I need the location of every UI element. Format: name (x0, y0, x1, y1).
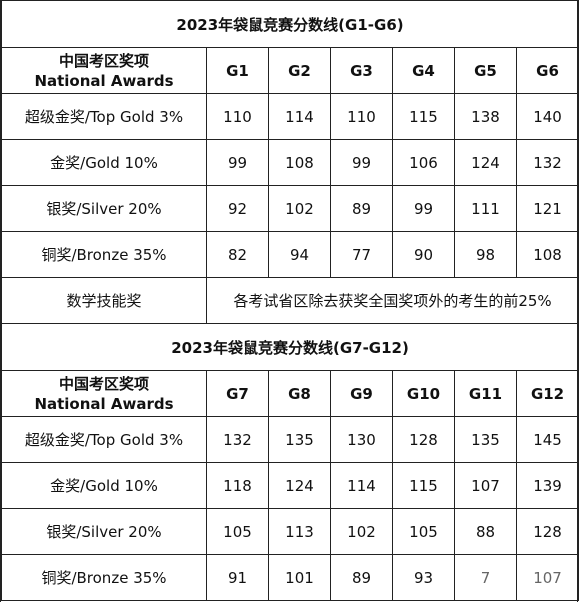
score-cell: 105 (392, 508, 455, 555)
award-label: 铜奖/Bronze 35% (1, 554, 207, 601)
score-cell: 102 (330, 508, 393, 555)
score-cell: 128 (392, 416, 455, 463)
score-cell: 93 (392, 554, 455, 601)
score-cell: 94 (268, 231, 331, 278)
score-cell: 132 (515, 139, 579, 186)
score-cell: 107 (454, 462, 517, 509)
table-row: 银奖/Silver 20% 92 102 89 99 111 121 (1, 185, 579, 232)
awards-header-cn: 中国考区奖项 (58, 374, 149, 393)
column-header: G11 (454, 370, 517, 417)
score-cell: 130 (330, 416, 393, 463)
column-header: G8 (268, 370, 331, 417)
score-cell: 113 (268, 508, 331, 555)
score-cell: 110 (206, 93, 269, 140)
awards-header-cn: 中国考区奖项 (58, 51, 149, 70)
score-cell: 124 (268, 462, 331, 509)
awards-header-en: National Awards (34, 71, 174, 90)
table-row: 金奖/Gold 10% 118 124 114 115 107 139 (1, 462, 579, 509)
score-cell: 132 (206, 416, 269, 463)
table-row: 超级金奖/Top Gold 3% 132 135 130 128 135 145 (1, 416, 579, 463)
awards-header: 中国考区奖项 National Awards (1, 47, 207, 94)
score-cell: 89 (330, 554, 393, 601)
score-cell: 135 (454, 416, 517, 463)
score-cell: 124 (454, 139, 517, 186)
column-header: G12 (515, 370, 579, 417)
table-row: 超级金奖/Top Gold 3% 110 114 110 115 138 140 (1, 93, 579, 140)
score-cell: 7​ (454, 554, 517, 601)
score-cell: 139 (515, 462, 579, 509)
score-cell: 99 (206, 139, 269, 186)
table-row: 铜奖/Bronze 35% 91 101 89 93 7​ 107 (1, 554, 579, 601)
score-cell: 88 (454, 508, 517, 555)
column-header: G2 (268, 47, 331, 94)
score-cell: 108 (515, 231, 579, 278)
table-row: 金奖/Gold 10% 99 108 99 106 124 132 (1, 139, 579, 186)
column-header: G3 (330, 47, 393, 94)
score-cell: 121 (515, 185, 579, 232)
table-title: 2023年袋鼠竞赛分数线(G7-G12) (0, 323, 579, 371)
score-cell: 89 (330, 185, 393, 232)
note-text: 各考试省区除去获奖全国奖项外的考生的前25% (205, 277, 579, 324)
award-label: 金奖/Gold 10% (1, 139, 207, 186)
score-cell: 107 (515, 554, 579, 601)
award-label: 银奖/Silver 20% (1, 508, 207, 555)
score-cell: 140 (515, 93, 579, 140)
note-row: 数学技能奖 各考试省区除去获奖全国奖项外的考生的前25% (1, 277, 579, 324)
score-cell: 92 (206, 185, 269, 232)
score-cell: 145 (515, 416, 579, 463)
score-cell: 118 (206, 462, 269, 509)
score-cell: 98 (454, 231, 517, 278)
score-cell: 82 (206, 231, 269, 278)
score-cell: 90 (392, 231, 455, 278)
column-header: G10 (392, 370, 455, 417)
score-table-g1-g6: 2023年袋鼠竞赛分数线(G1-G6) 中国考区奖项 National Awar… (0, 0, 579, 324)
header-row: 中国考区奖项 National Awards G7 G8 G9 G10 G11 … (1, 370, 579, 417)
score-cell: 91 (206, 554, 269, 601)
awards-header-en: National Awards (34, 394, 174, 413)
score-cell: 115 (392, 462, 455, 509)
table-row: 银奖/Silver 20% 105 113 102 105 88 128 (1, 508, 579, 555)
column-header: G5 (454, 47, 517, 94)
column-header: G9 (330, 370, 393, 417)
score-cell: 114 (268, 93, 331, 140)
score-cell: 106 (392, 139, 455, 186)
score-cell: 138 (454, 93, 517, 140)
score-cell: 128 (515, 508, 579, 555)
score-cell: 135 (268, 416, 331, 463)
score-cell: 77 (330, 231, 393, 278)
column-header: G1 (206, 47, 269, 94)
note-label: 数学技能奖 (1, 277, 207, 324)
score-cell: 101 (268, 554, 331, 601)
table-title: 2023年袋鼠竞赛分数线(G1-G6) (0, 0, 579, 48)
table-row: 铜奖/Bronze 35% 82 94 77 90 98 108 (1, 231, 579, 278)
award-label: 超级金奖/Top Gold 3% (1, 416, 207, 463)
column-header: G6 (515, 47, 579, 94)
score-cell: 115 (392, 93, 455, 140)
score-cell: 102 (268, 185, 331, 232)
award-label: 金奖/Gold 10% (1, 462, 207, 509)
awards-header: 中国考区奖项 National Awards (1, 370, 207, 417)
score-cell: 108 (268, 139, 331, 186)
award-label: 超级金奖/Top Gold 3% (1, 93, 207, 140)
score-cell: 114 (330, 462, 393, 509)
score-cell: 99 (330, 139, 393, 186)
score-cell: 110 (330, 93, 393, 140)
award-label: 银奖/Silver 20% (1, 185, 207, 232)
award-label: 铜奖/Bronze 35% (1, 231, 207, 278)
score-cell: 99 (392, 185, 455, 232)
header-row: 中国考区奖项 National Awards G1 G2 G3 G4 G5 G6 (1, 47, 579, 94)
score-cell: 105 (206, 508, 269, 555)
score-table-g7-g12: 2023年袋鼠竞赛分数线(G7-G12) 中国考区奖项 National Awa… (0, 323, 579, 601)
score-cell: 111 (454, 185, 517, 232)
column-header: G4 (392, 47, 455, 94)
column-header: G7 (206, 370, 269, 417)
